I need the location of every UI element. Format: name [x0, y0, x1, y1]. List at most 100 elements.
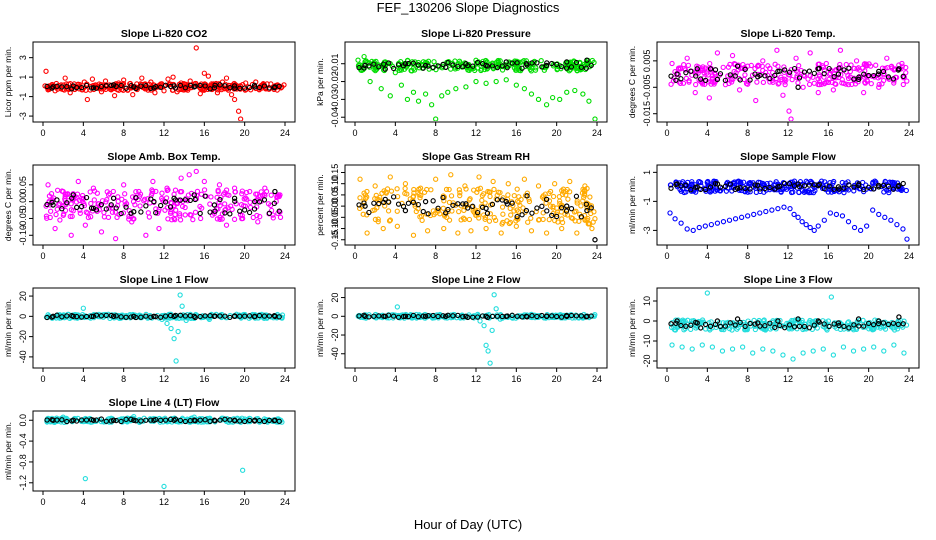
chart-panel-6: Slope Sample Flow 0 4 8 12 16 20 24 -3 -1 1 ml/min …	[627, 151, 920, 261]
data-point	[388, 188, 395, 194]
data-point-black	[539, 64, 545, 70]
data-point-black	[44, 314, 50, 321]
data-point-black	[554, 313, 560, 320]
data-point	[136, 188, 142, 195]
data-point	[164, 187, 170, 194]
chart-panel-4: Slope Amb. Box Temp. 0 4 8 12 16 20 24 -0.10-0.0…	[3, 151, 296, 261]
data-point-black	[83, 194, 90, 201]
data-point	[528, 215, 534, 221]
data-point	[130, 198, 137, 205]
data-point	[239, 212, 245, 219]
data-point-black	[890, 186, 897, 192]
data-point-black	[266, 417, 273, 424]
data-point	[122, 191, 128, 197]
data-point	[205, 73, 212, 79]
data-point-black	[50, 313, 56, 320]
data-point	[499, 221, 505, 227]
data-point	[589, 225, 595, 232]
y-tick-label: -1.2	[18, 475, 28, 491]
data-point	[810, 348, 816, 354]
data-point	[845, 219, 852, 225]
data-point-black	[752, 321, 758, 327]
data-point	[889, 65, 895, 71]
x-tick-label: 4	[81, 128, 86, 138]
data-point	[84, 96, 91, 103]
data-point	[146, 214, 153, 220]
data-point-black	[211, 313, 218, 320]
data-point-black	[415, 62, 421, 68]
data-point	[720, 64, 726, 71]
data-point	[533, 208, 539, 215]
data-point-black	[856, 323, 862, 329]
data-point-black	[846, 65, 852, 71]
x-tick-label: 12	[159, 251, 169, 261]
data-point	[483, 80, 489, 86]
data-point-black	[494, 197, 501, 203]
data-point-black	[162, 82, 169, 88]
data-point-black	[242, 85, 248, 91]
x-tick-label: 12	[159, 128, 169, 138]
data-point-black	[549, 212, 555, 219]
data-point	[503, 77, 509, 83]
data-point-black	[251, 206, 258, 212]
data-point	[215, 187, 221, 194]
data-point	[538, 57, 544, 64]
data-point	[718, 326, 725, 333]
data-point-black	[443, 210, 449, 216]
data-point-black	[523, 61, 530, 67]
data-point-black	[402, 61, 409, 67]
data-point-black	[162, 417, 169, 423]
data-point	[669, 342, 675, 348]
data-point	[424, 186, 430, 193]
data-point	[463, 84, 469, 90]
data-point-black	[242, 207, 248, 213]
data-point-black	[64, 200, 70, 206]
data-point-black	[668, 185, 674, 191]
data-point	[417, 185, 424, 191]
data-point	[228, 203, 234, 209]
data-point-black	[143, 417, 149, 423]
data-point	[899, 60, 905, 67]
data-point-black	[722, 183, 729, 189]
data-point-black	[123, 416, 129, 422]
data-point-black	[534, 205, 540, 211]
data-point-black	[509, 200, 515, 206]
panel-title: Slope Line 3 Flow	[744, 274, 834, 286]
data-point	[67, 213, 73, 220]
data-point-black	[246, 417, 253, 424]
data-point	[876, 81, 882, 88]
data-point	[457, 192, 463, 199]
data-point	[410, 232, 417, 238]
data-point-black	[395, 62, 402, 68]
data-point-black	[59, 417, 65, 423]
data-point-black	[775, 68, 781, 75]
data-point-black	[573, 313, 580, 319]
y-tick-label: 0.05	[18, 176, 28, 194]
data-point	[871, 344, 877, 350]
data-point	[505, 192, 511, 198]
data-point	[178, 175, 184, 181]
data-point-black	[158, 202, 164, 209]
data-point-black	[688, 322, 694, 328]
data-point	[417, 214, 423, 220]
data-point	[53, 211, 59, 218]
data-point	[497, 189, 503, 196]
data-point-black	[103, 82, 109, 89]
chart-panel-3: Slope Li-820 Temp. 0 4 8 12 16 20 24 -0.015-0.00…	[627, 28, 920, 138]
data-point-black	[782, 180, 788, 187]
data-point	[574, 200, 580, 206]
data-point-black	[83, 417, 90, 423]
data-point-black	[415, 314, 421, 320]
data-point-black	[93, 85, 100, 91]
data-point	[441, 225, 447, 232]
x-tick-label: 16	[511, 374, 521, 384]
data-point-black	[171, 83, 177, 89]
data-point-black	[494, 313, 501, 319]
data-point	[448, 193, 455, 199]
data-point	[708, 78, 714, 85]
data-point-black	[544, 208, 550, 214]
data-point	[580, 198, 586, 204]
data-point	[244, 196, 250, 202]
data-point-black	[484, 210, 491, 216]
data-point	[811, 227, 817, 234]
